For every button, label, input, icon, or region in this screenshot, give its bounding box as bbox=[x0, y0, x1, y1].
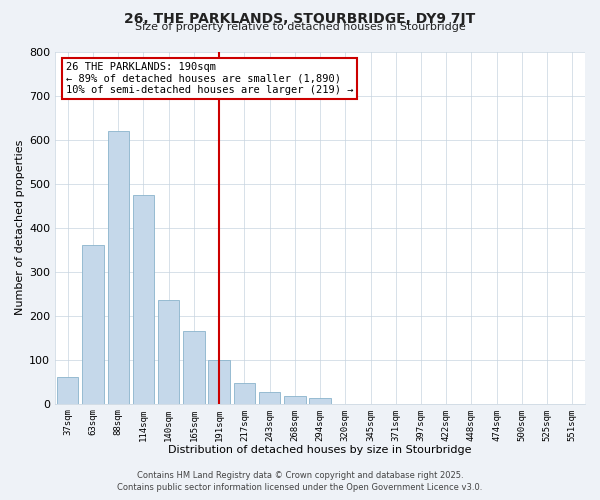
Text: 26, THE PARKLANDS, STOURBRIDGE, DY9 7JT: 26, THE PARKLANDS, STOURBRIDGE, DY9 7JT bbox=[124, 12, 476, 26]
Bar bbox=[208, 360, 230, 404]
Text: Contains HM Land Registry data © Crown copyright and database right 2025.
Contai: Contains HM Land Registry data © Crown c… bbox=[118, 471, 482, 492]
Bar bbox=[107, 130, 129, 404]
Bar bbox=[133, 194, 154, 404]
Y-axis label: Number of detached properties: Number of detached properties bbox=[15, 140, 25, 316]
Bar bbox=[158, 300, 179, 404]
Text: Size of property relative to detached houses in Stourbridge: Size of property relative to detached ho… bbox=[134, 22, 466, 32]
Bar bbox=[259, 392, 280, 404]
Bar bbox=[284, 396, 305, 404]
Text: 26 THE PARKLANDS: 190sqm
← 89% of detached houses are smaller (1,890)
10% of sem: 26 THE PARKLANDS: 190sqm ← 89% of detach… bbox=[66, 62, 353, 96]
Bar bbox=[233, 382, 255, 404]
Bar bbox=[57, 378, 79, 404]
Bar bbox=[183, 331, 205, 404]
Bar bbox=[310, 398, 331, 404]
Bar bbox=[82, 245, 104, 404]
X-axis label: Distribution of detached houses by size in Stourbridge: Distribution of detached houses by size … bbox=[169, 445, 472, 455]
